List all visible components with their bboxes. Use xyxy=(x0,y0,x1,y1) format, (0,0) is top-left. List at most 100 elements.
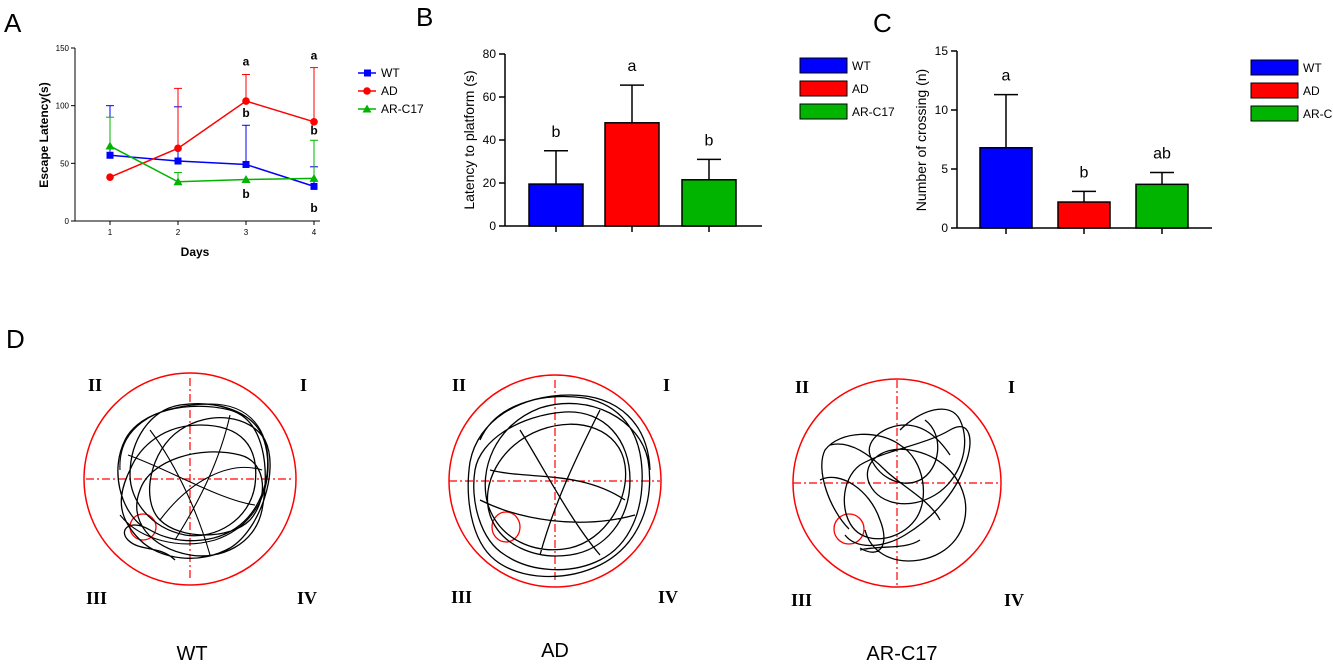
c-y-tick-label: 5 xyxy=(941,162,948,176)
quadrant-label-i: I xyxy=(663,375,670,395)
b-y-axis-label: Latency to platform (s) xyxy=(461,70,477,209)
quadrant-label-ii: II xyxy=(795,377,809,397)
a-x-tick-label: 1 xyxy=(108,228,113,237)
c-significance-label: b xyxy=(1080,164,1089,181)
swim-path xyxy=(819,408,971,562)
b-y-tick-label: 40 xyxy=(483,133,497,147)
a-y-tick-label: 150 xyxy=(56,44,70,53)
a-x-tick-label: 2 xyxy=(176,228,181,237)
maze-group-label-ar-c17: AR-C17 xyxy=(866,643,937,664)
a-x-axis-label: Days xyxy=(181,245,210,259)
a-legend-marker xyxy=(364,69,371,77)
a-legend-marker xyxy=(363,87,371,95)
c-legend-label: AR-C17 xyxy=(1303,107,1333,121)
c-y-tick-label: 0 xyxy=(941,221,948,235)
b-bar xyxy=(604,122,660,227)
a-point xyxy=(242,160,250,168)
b-y-tick-label: 60 xyxy=(483,90,497,104)
maze-wt xyxy=(83,372,297,586)
a-point xyxy=(105,141,115,150)
a-point xyxy=(174,144,182,153)
c-bar xyxy=(1135,183,1189,229)
a-point xyxy=(310,118,318,126)
b-significance-label: b xyxy=(705,132,714,149)
c-legend-swatch xyxy=(1250,105,1299,122)
quadrant-label-iv: IV xyxy=(1004,590,1024,610)
panel-b-bar-chart: Latency to platform (s) 0 20 40 60 80 b a b WT… xyxy=(461,47,895,233)
c-legend-swatch xyxy=(1250,82,1299,99)
b-y-tick-label: 20 xyxy=(483,176,497,190)
a-significance-label: b xyxy=(310,201,317,215)
quadrant-label-iii: III xyxy=(86,588,107,608)
a-series-line xyxy=(109,154,315,188)
maze-ad xyxy=(448,374,662,588)
a-point xyxy=(106,173,114,181)
a-point xyxy=(174,157,182,165)
a-point xyxy=(106,151,114,159)
panel-letter-c: C xyxy=(873,8,892,38)
panel-letter-d: D xyxy=(6,324,25,354)
b-significance-label: a xyxy=(628,58,637,75)
a-point xyxy=(309,173,319,182)
a-significance-label: b xyxy=(310,124,317,138)
panel-letter-a: A xyxy=(4,8,22,38)
quadrant-label-i: I xyxy=(1008,377,1015,397)
a-series-line xyxy=(109,100,315,178)
b-legend-label: WT xyxy=(852,59,871,73)
b-bar xyxy=(528,183,584,227)
c-legend-swatch xyxy=(1250,59,1299,76)
quadrant-label-iv: IV xyxy=(658,587,678,607)
platform-circle xyxy=(833,513,865,545)
a-significance-label: a xyxy=(243,54,250,68)
panel-letter-b: B xyxy=(416,2,433,32)
c-significance-label: ab xyxy=(1153,146,1171,163)
quadrant-label-iv: IV xyxy=(297,588,317,608)
b-legend-swatch xyxy=(799,57,848,74)
swim-path-2 xyxy=(119,403,269,556)
a-legend-label: AR-C17 xyxy=(381,102,424,116)
quadrant-label-iii: III xyxy=(451,587,472,607)
c-significance-label: a xyxy=(1002,68,1011,85)
quadrant-label-iii: III xyxy=(791,590,812,610)
c-bar xyxy=(979,147,1033,229)
a-point xyxy=(242,97,250,105)
c-y-tick-label: 10 xyxy=(935,103,949,117)
b-legend-swatch xyxy=(799,103,848,120)
c-legend-label: AD xyxy=(1303,84,1320,98)
a-x-tick-label: 3 xyxy=(244,228,249,237)
panel-a-line-chart: Escape Latency(s) Days 0 50 100 150 1 2 3 4 a a… xyxy=(37,44,424,259)
quadrant-label-i: I xyxy=(300,375,307,395)
maze-group-label-ad: AD xyxy=(541,640,569,662)
panel-d-swim-paths: II I III IV II I III IV II I III IV WT A… xyxy=(83,372,1024,664)
a-point xyxy=(241,174,251,183)
quadrant-label-ii: II xyxy=(88,375,102,395)
a-y-tick-label: 0 xyxy=(65,217,70,226)
a-y-axis-label: Escape Latency(s) xyxy=(37,82,51,187)
quadrant-label-ii: II xyxy=(452,375,466,395)
a-y-tick-label: 50 xyxy=(60,159,69,168)
c-y-axis-label: Number of crossing (n) xyxy=(913,69,929,211)
b-significance-label: b xyxy=(552,124,561,141)
a-significance-label: a xyxy=(311,49,318,63)
c-y-tick-label: 15 xyxy=(935,44,949,58)
a-point xyxy=(310,182,318,190)
b-y-tick-label: 0 xyxy=(489,219,496,233)
a-x-tick-label: 4 xyxy=(312,228,317,237)
a-significance-label: b xyxy=(242,187,249,201)
swim-path xyxy=(117,403,271,561)
maze-group-label-wt: WT xyxy=(176,643,207,664)
c-bar xyxy=(1057,201,1111,229)
c-legend-label: WT xyxy=(1303,61,1322,75)
a-point xyxy=(173,177,183,186)
a-significance-label: b xyxy=(242,106,249,120)
maze-ar-c17 xyxy=(792,378,1002,588)
a-legend-label: WT xyxy=(381,66,400,80)
pool-outline xyxy=(83,372,297,586)
a-legend-marker xyxy=(362,104,372,113)
swim-path xyxy=(467,394,651,578)
platform-circle xyxy=(491,511,521,543)
b-legend-label: AD xyxy=(852,82,869,96)
a-legend-label: AD xyxy=(381,84,398,98)
b-legend-swatch xyxy=(799,80,848,97)
